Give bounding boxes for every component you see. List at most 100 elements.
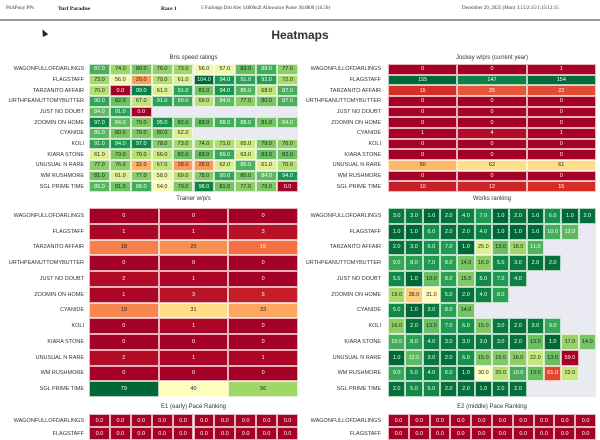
heatmap-cell: 81.0 [109,181,131,193]
heatmap-cell: 15.0 [492,349,510,366]
heatmap-cell: 8.0 [440,271,458,287]
heatmap-cell: 8.0 [440,255,458,271]
heatmap-cell: 0 [388,106,458,118]
heatmap-cell: 5.0 [388,271,406,287]
heatmap-cell: 13.0 [492,239,510,256]
heatmap-cell: 3 [158,286,229,303]
heatmap-cell: 18.0 [509,239,527,256]
row-label: TARZANITO AFFAIR [32,87,84,94]
heatmap-cell: 8.0 [440,302,458,319]
heatmap-cell: 83.0 [193,117,215,128]
heatmap-cell: 77.0 [277,64,298,75]
row-label: WM RUSHMORE [337,173,381,180]
heatmap-cell: 0.0 [388,414,409,427]
heatmap-cell: 73.0 [172,64,194,75]
heatmap-cell: 0.0 [109,85,131,96]
heatmap-cell: 7.0 [440,239,458,256]
heatmap-cell: 22.0 [526,349,544,366]
row-label: FLAGSTAFF [52,76,84,83]
row-label: ZOOMIN ON HOME [331,119,381,126]
heatmap-cell: 0.0 [429,427,451,440]
heatmap-cell: 22 [526,85,596,96]
heatmap-cell: 32.0 [130,160,152,171]
heatmap-cell: 77.0 [235,181,257,193]
heatmap-cell: 70.0 [151,74,173,86]
heatmap-cell: 79 [89,381,159,397]
heatmap-cell: 3 [228,223,298,240]
heatmap-cell: 1 [158,223,229,240]
heatmap-cell: 5 [228,286,298,303]
heatmap-cell: 11.0 [526,239,544,256]
heatmap-cell: 97.0 [89,117,110,128]
heatmap-cell: 6.0 [544,208,562,224]
heatmap-cell: 3.0 [492,318,510,334]
heatmap-cell: 61.0 [256,160,278,171]
heatmap-cell: 1.0 [388,223,406,240]
heatmap-cell: 71.0 [214,138,236,150]
heatmap-cell: 4.0 [457,208,475,224]
heatmap-cell: 79.0 [256,138,278,150]
heatmap-cell: 84.0 [109,117,131,128]
heatmap-cell: 2.0 [440,381,458,397]
heatmap-cell: 2.0 [440,223,458,240]
heatmap-cell: 6.0 [457,318,475,334]
heatmap-cell: 0.0 [172,414,194,427]
heatmap-cell: 5.0 [440,286,458,303]
heatmap-cell: 15 [526,181,596,193]
row-label: KIARA STONE [344,338,381,345]
heatmap-cell: 2.0 [388,239,406,256]
heatmap-cell: 84.0 [214,96,236,107]
heatmap-cell: 5.0 [492,255,510,271]
heatmap-cell: 2.0 [492,381,510,397]
heatmap-cell: 80.0 [256,96,278,107]
heatmap-cell: 67.0 [151,160,173,171]
heatmap-cell: 3.0 [422,302,440,319]
heatmap-cell: 28.0 [193,160,215,171]
heatmap-cell: 15.0 [474,318,492,334]
heatmap-cell: 81.0 [214,181,236,193]
heatmap-cell: 2 [89,349,159,366]
row-label: CYANIDE [59,307,84,314]
heatmap-cell: 3.0 [457,334,475,350]
heatmap-cell: 7.0 [492,271,510,287]
heatmap-cell: 61 [526,160,596,171]
row-label: WAGONFULLOFDARLINGS [310,212,381,219]
heatmap-cell: 90.0 [89,96,110,107]
heatmap-cell: 79.0 [130,128,152,139]
heatmap-cell: 0 [89,208,159,224]
heatmap-cell: 155 [388,74,458,86]
heatmap-cell: 77.0 [235,96,257,107]
heatmap-cell: 7.0 [422,255,440,271]
heatmap-cell: 1.0 [474,381,492,397]
heatmap-cell: 98.0 [193,181,215,193]
heatmap-cell: 13.0 [544,349,562,366]
heatmap-cell: 57.0 [214,64,236,75]
heatmap-cell: 2.0 [509,381,527,397]
heatmap-cell: 13.0 [526,365,544,382]
heatmap-cell: 0.0 [193,427,215,440]
heatmap-cell: 67.0 [130,96,152,107]
heatmap-cell: 3.0 [526,318,544,334]
heatmap-cell: 2.0 [440,349,458,366]
heatmap-cell: 3.0 [474,334,492,350]
heatmap-cell: 3.0 [509,255,527,271]
heatmap-cell: 4.0 [474,286,492,303]
heatmap-cell: 0.0 [575,427,596,440]
heatmap-cell: 2.0 [457,286,475,303]
heatmap-cell: 0.0 [89,427,110,440]
row-label: FLAGSTAFF [349,76,381,83]
heatmap-cell: 77.0 [89,160,110,171]
heatmap-cell: 94.0 [277,170,298,182]
heatmap-cell: 0.0 [512,427,534,440]
heatmap-cell: 0 [526,138,596,150]
heatmap-cell: 0.0 [89,414,110,427]
heatmap-cell: 1 [526,128,596,139]
heatmap-cell: 74.0 [109,64,131,75]
heatmap-cell: 2.0 [509,318,527,334]
heatmap-cell: 1.0 [526,208,544,224]
heatmap-cell: 0.0 [471,414,492,427]
heatmap-cell: 0 [388,149,458,161]
heatmap-cell: 94.0 [109,138,131,150]
heatmap-cell: 88.0 [214,117,236,128]
heatmap-cell: 2.0 [457,381,475,397]
